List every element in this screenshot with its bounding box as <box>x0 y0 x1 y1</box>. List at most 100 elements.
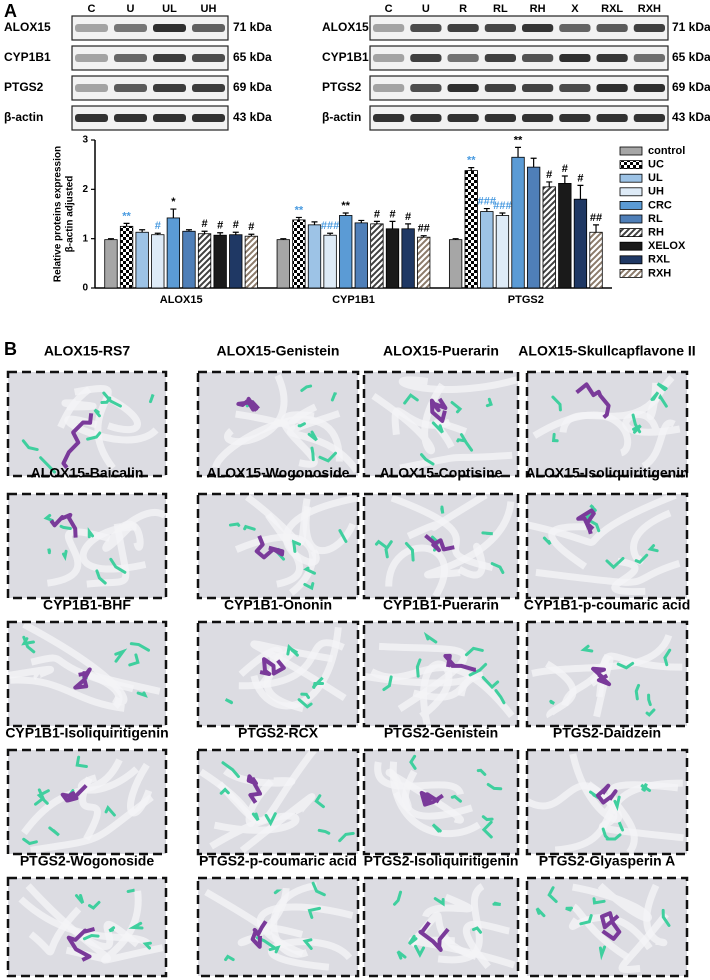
docking-frame <box>525 370 689 478</box>
blot-band <box>559 24 591 32</box>
docking-frame <box>196 748 360 856</box>
significance-label: * <box>171 196 176 208</box>
significance-label: ** <box>122 210 131 222</box>
docking-frame <box>196 876 360 978</box>
docking-image <box>525 748 689 856</box>
docking-image <box>525 876 689 978</box>
bar <box>339 215 353 289</box>
significance-label: # <box>577 172 583 184</box>
docking-image <box>6 492 168 600</box>
blot-band <box>75 84 108 92</box>
bar <box>119 225 134 289</box>
error-bar <box>311 221 318 225</box>
significance-label: # <box>248 221 254 233</box>
legend-label: RH <box>648 227 664 239</box>
error-bar <box>107 238 114 240</box>
error-bar <box>185 229 192 232</box>
docking-image <box>362 748 520 856</box>
bar <box>166 217 181 289</box>
blot-band <box>75 54 108 62</box>
bar <box>213 234 227 289</box>
significance-label: # <box>217 220 223 232</box>
blot-band <box>75 24 108 32</box>
protein-label: ALOX15 <box>4 20 51 34</box>
bar <box>558 183 572 289</box>
lane-label: U <box>127 3 135 15</box>
kda-label: 69 kDa <box>672 80 710 94</box>
error-bar <box>405 223 412 229</box>
significance-label: ** <box>341 200 350 212</box>
docking-image <box>196 620 360 728</box>
lane-label: R <box>459 3 467 15</box>
docking-image <box>525 620 689 728</box>
bar <box>589 231 603 289</box>
bar <box>135 231 149 289</box>
docking-title: ALOX15-Genistein <box>217 343 340 359</box>
blot-band <box>596 84 628 92</box>
blot-band <box>410 84 442 92</box>
y-tick-label: 1 <box>82 233 88 244</box>
error-bar <box>373 220 380 224</box>
docking-frame <box>362 370 520 478</box>
blot-band <box>559 54 591 62</box>
error-bar <box>546 181 553 187</box>
lane-label: UH <box>201 3 217 15</box>
blot-band <box>410 114 442 122</box>
legend-swatch <box>619 173 643 183</box>
legend-label: UL <box>648 172 663 184</box>
kda-label: 69 kDa <box>233 80 272 94</box>
legend-swatch <box>619 268 643 278</box>
blot-band <box>447 84 479 92</box>
legend-swatch <box>619 187 643 197</box>
blot-band <box>633 24 665 32</box>
protein-label: β-actin <box>322 110 361 124</box>
legend-label: UH <box>648 186 664 198</box>
docking-title: PTGS2-Genistein <box>384 725 498 741</box>
error-bar <box>468 167 475 171</box>
blot-band <box>633 54 665 62</box>
error-bar <box>217 232 224 236</box>
blot-band <box>559 84 591 92</box>
docking-title: ALOX15-Baicalin <box>31 465 144 481</box>
bar <box>182 230 196 289</box>
docking-frame <box>525 748 689 856</box>
error-bar <box>295 216 302 220</box>
docking-frame <box>362 876 520 978</box>
docking-image <box>196 876 360 978</box>
error-bar <box>123 222 130 227</box>
error-bar <box>280 238 287 240</box>
lane-label: X <box>571 3 579 15</box>
lane-label: RXL <box>601 3 623 15</box>
blot-band <box>114 54 147 62</box>
error-bar <box>248 233 255 237</box>
bar <box>244 235 259 289</box>
docking-frame <box>196 370 360 478</box>
blot-band <box>596 114 628 122</box>
docking-frame <box>525 492 689 600</box>
bar <box>385 228 400 289</box>
docking-image <box>362 370 520 478</box>
bar <box>323 234 337 289</box>
docking-image <box>525 370 689 478</box>
bar <box>276 239 290 289</box>
docking-image <box>196 747 360 856</box>
significance-label: # <box>202 218 208 230</box>
blot-band <box>522 24 554 32</box>
kda-label: 71 kDa <box>233 20 272 34</box>
docking-title: CYP1B1-Ononin <box>224 597 332 613</box>
bar <box>448 239 463 289</box>
error-bar <box>139 229 146 233</box>
blot-band <box>410 54 442 62</box>
protein-label: PTGS2 <box>4 80 44 94</box>
y-tick-label: 0 <box>82 283 88 294</box>
bar <box>370 223 384 289</box>
significance-label: # <box>155 220 161 232</box>
docking-image <box>196 370 360 478</box>
blot-band <box>114 24 147 32</box>
legend-swatch <box>619 241 643 251</box>
protein-label: CYP1B1 <box>322 50 369 64</box>
significance-label: ### <box>478 195 496 207</box>
legend-swatch <box>619 228 643 238</box>
legend-label: XELOX <box>648 240 686 252</box>
lane-label: UL <box>162 3 177 15</box>
